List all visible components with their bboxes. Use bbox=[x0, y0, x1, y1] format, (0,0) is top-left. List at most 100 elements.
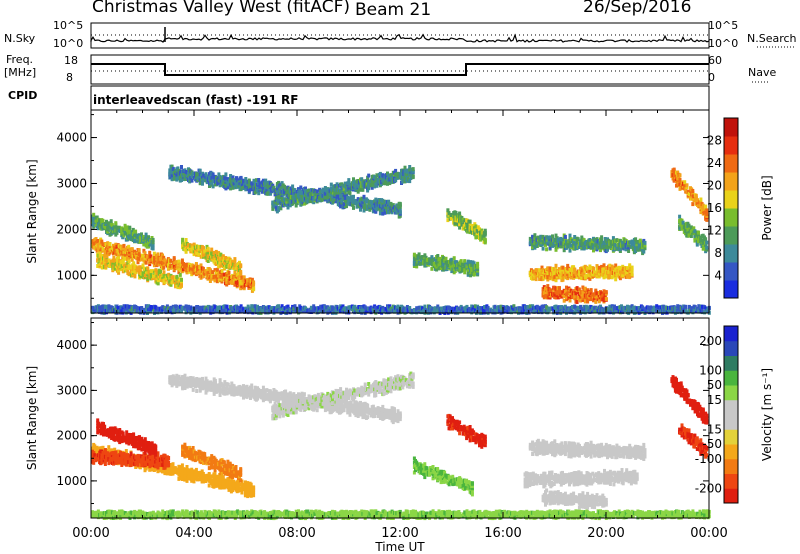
echo-cell bbox=[182, 171, 186, 176]
echo-cell bbox=[180, 165, 183, 169]
echo-cell bbox=[582, 238, 586, 243]
echo-cell bbox=[164, 310, 168, 315]
echo-cell bbox=[108, 244, 112, 249]
echo-cell bbox=[170, 164, 174, 169]
echo-cell bbox=[575, 274, 579, 279]
echo-cell bbox=[398, 174, 402, 179]
nave-tick-bottom: 0 bbox=[708, 71, 715, 84]
echo-cell bbox=[350, 197, 354, 201]
echo-cell bbox=[215, 267, 219, 272]
echo-cell bbox=[593, 270, 597, 275]
echo-cell bbox=[238, 260, 241, 265]
echo-cell bbox=[588, 238, 592, 242]
power-heatmap bbox=[91, 164, 711, 315]
echo-cell bbox=[568, 233, 572, 238]
freq-panel-frame bbox=[90, 54, 710, 85]
echo-cell bbox=[423, 253, 427, 258]
echo-cell bbox=[362, 194, 366, 199]
echo-cell bbox=[99, 243, 103, 248]
echo-cell bbox=[551, 234, 554, 239]
echo-cell bbox=[533, 233, 537, 238]
echo-cell bbox=[565, 288, 568, 293]
echo-cell bbox=[100, 239, 104, 244]
echo-cell bbox=[348, 182, 352, 187]
echo-cell bbox=[689, 225, 693, 230]
echo-cell bbox=[391, 203, 395, 208]
echo-cell bbox=[145, 237, 149, 242]
echo-cell bbox=[636, 247, 640, 252]
echo-cell bbox=[573, 267, 577, 272]
echo-cell bbox=[512, 309, 516, 314]
echo-cell bbox=[252, 286, 256, 291]
echo-cell bbox=[625, 272, 629, 277]
echo-cell bbox=[367, 184, 371, 189]
echo-cell bbox=[180, 277, 183, 282]
echo-cell bbox=[678, 214, 682, 219]
echo-cell bbox=[604, 296, 608, 301]
echo-cell bbox=[560, 305, 564, 309]
echo-cell bbox=[136, 268, 140, 272]
echo-cell bbox=[572, 265, 576, 270]
echo-cell bbox=[180, 258, 184, 263]
echo-cell bbox=[140, 232, 143, 237]
echo-cell bbox=[210, 307, 214, 312]
echo-cell bbox=[321, 197, 325, 202]
echo-cell bbox=[106, 229, 110, 234]
echo-cell bbox=[600, 264, 604, 269]
echo-cell bbox=[277, 207, 281, 212]
echo-cell bbox=[436, 304, 440, 309]
echo-cell bbox=[381, 201, 385, 206]
echo-cell bbox=[270, 188, 274, 193]
echo-cell bbox=[398, 208, 402, 213]
echo-cell bbox=[401, 179, 405, 184]
echo-cell bbox=[474, 233, 478, 238]
echo-cell bbox=[683, 183, 687, 188]
echo-cell bbox=[221, 254, 225, 259]
echo-cell bbox=[470, 262, 474, 267]
echo-cell bbox=[496, 309, 499, 314]
echo-cell bbox=[701, 240, 705, 245]
echo-cell bbox=[227, 270, 231, 275]
echo-cell bbox=[149, 307, 153, 312]
echo-cell bbox=[682, 225, 686, 230]
echo-cell bbox=[412, 252, 416, 257]
echo-cell bbox=[408, 179, 412, 184]
echo-cell bbox=[352, 194, 355, 199]
echo-cell bbox=[705, 240, 709, 245]
echo-cell bbox=[618, 238, 622, 243]
echo-cell bbox=[634, 237, 638, 242]
echo-cell bbox=[180, 281, 183, 286]
nsky-trace bbox=[90, 33, 710, 43]
echo-cell bbox=[696, 198, 699, 203]
echo-cell bbox=[541, 246, 545, 251]
echo-cell bbox=[233, 270, 237, 275]
echo-cell bbox=[339, 194, 343, 199]
echo-cell bbox=[625, 274, 629, 279]
freq-tick-top: 18 bbox=[64, 54, 78, 67]
echo-cell bbox=[142, 234, 146, 239]
echo-cell bbox=[561, 265, 565, 270]
echo-cell bbox=[252, 280, 256, 285]
echo-cell bbox=[696, 201, 699, 205]
echo-cell bbox=[148, 250, 152, 255]
nsearch-tick-top: 10^5 bbox=[708, 19, 739, 32]
echo-cell bbox=[177, 259, 181, 264]
echo-cell bbox=[271, 200, 275, 205]
echo-cell bbox=[621, 240, 625, 245]
echo-cell bbox=[684, 231, 687, 236]
echo-cell bbox=[604, 266, 608, 270]
echo-cell bbox=[192, 242, 196, 247]
echo-cell bbox=[541, 234, 545, 239]
echo-cell bbox=[533, 245, 537, 250]
echo-cell bbox=[567, 290, 571, 295]
echo-cell bbox=[291, 184, 295, 189]
echo-cell bbox=[239, 263, 243, 268]
echo-cell bbox=[423, 304, 427, 309]
echo-cell bbox=[398, 201, 402, 206]
echo-cell bbox=[177, 270, 181, 275]
echo-cell bbox=[280, 304, 284, 309]
echo-cell bbox=[581, 309, 585, 314]
nave-label: Nave bbox=[748, 66, 777, 79]
echo-cell bbox=[348, 189, 352, 194]
echo-cell bbox=[206, 259, 210, 263]
